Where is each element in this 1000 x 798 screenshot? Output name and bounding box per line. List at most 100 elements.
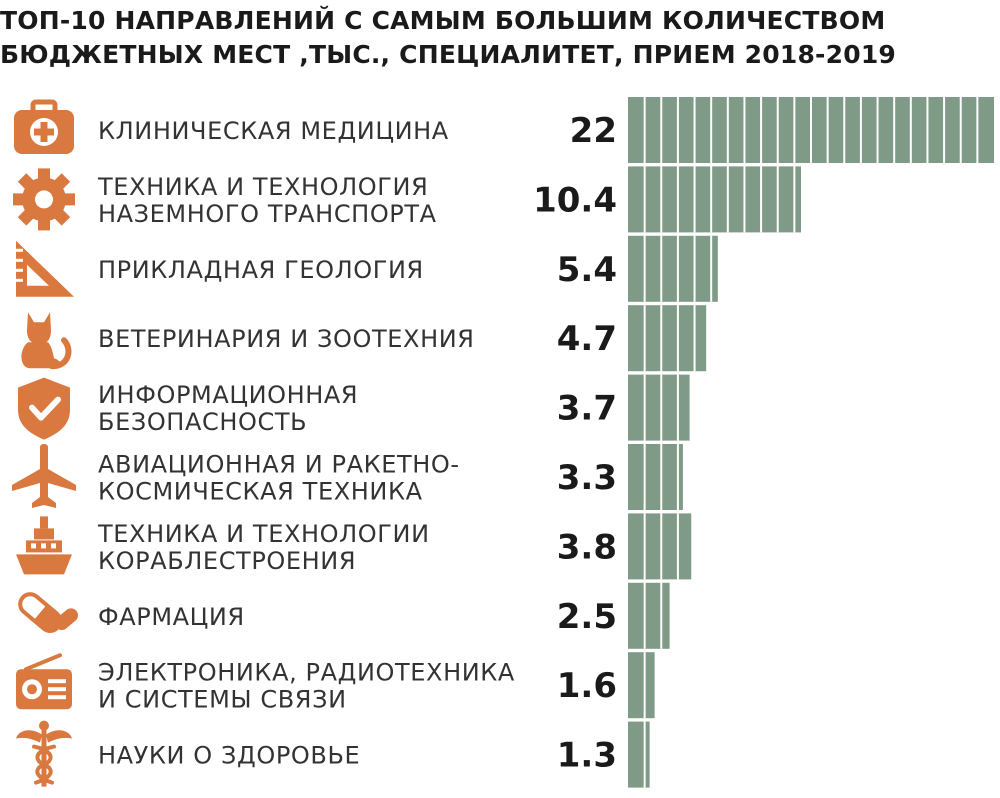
bar-4 bbox=[628, 305, 707, 372]
bar-segment bbox=[661, 582, 670, 649]
bar-10 bbox=[628, 721, 650, 788]
bar-segment bbox=[694, 97, 712, 163]
caduceus-icon bbox=[16, 720, 72, 787]
bar-segment bbox=[960, 97, 978, 163]
bar-segment bbox=[677, 166, 695, 233]
bar-segment bbox=[727, 97, 745, 163]
value-label-8: 2.5 bbox=[557, 597, 617, 637]
bar-segment bbox=[777, 97, 795, 163]
bar-segment bbox=[644, 721, 650, 788]
value-label-6: 3.3 bbox=[557, 458, 617, 498]
bar-segment bbox=[744, 97, 762, 163]
bar-2 bbox=[628, 166, 802, 233]
bar-segment bbox=[844, 97, 861, 163]
bar-8 bbox=[628, 582, 670, 649]
bar-segment bbox=[927, 97, 945, 163]
value-label-5: 3.7 bbox=[557, 389, 617, 429]
bar-3 bbox=[628, 235, 718, 302]
gear-icon bbox=[13, 168, 75, 231]
bar-segment bbox=[744, 166, 762, 233]
bar-segment bbox=[977, 97, 994, 163]
bar-segment bbox=[661, 97, 678, 163]
pill-icon bbox=[18, 592, 79, 633]
value-label-9: 1.6 bbox=[557, 666, 617, 706]
bar-segment bbox=[694, 305, 707, 372]
bar-segment bbox=[644, 97, 662, 163]
value-label-4: 4.7 bbox=[557, 319, 617, 359]
bar-segment bbox=[628, 513, 645, 580]
bar-segment bbox=[628, 235, 645, 302]
radio-icon bbox=[16, 653, 72, 710]
bar-segment bbox=[661, 444, 678, 510]
bar-segment bbox=[711, 235, 718, 302]
bar-segment bbox=[677, 97, 695, 163]
category-label-9: ЭЛЕКТРОНИКА, РАДИОТЕХНИКА И СИСТЕМЫ СВЯЗИ bbox=[98, 659, 515, 714]
value-label-1: 22 bbox=[570, 111, 617, 151]
category-label-6: АВИАЦИОННАЯ И РАКЕТНО-КОСМИЧЕСКАЯ ТЕХНИК… bbox=[98, 451, 460, 506]
bar-segment bbox=[661, 374, 678, 441]
bar-segment bbox=[677, 513, 692, 580]
cat-icon bbox=[21, 312, 72, 370]
bar-segment bbox=[628, 166, 645, 233]
chart-title: ТОП-10 НАПРАВЛЕНИЙ С САМЫМ БОЛЬШИМ КОЛИЧ… bbox=[0, 4, 1000, 72]
category-label-4: ВЕТЕРИНАРИЯ И ЗООТЕХНИЯ bbox=[98, 325, 475, 353]
value-label-2: 10.4 bbox=[533, 180, 617, 220]
bar-segment bbox=[777, 166, 795, 233]
bar-segment bbox=[628, 374, 645, 441]
bar-segment bbox=[644, 374, 662, 441]
chart-title-line-1: ТОП-10 НАПРАВЛЕНИЙ С САМЫМ БОЛЬШИМ КОЛИЧ… bbox=[0, 6, 886, 35]
bar-segment bbox=[794, 97, 811, 163]
bar-segment bbox=[910, 97, 928, 163]
airplane-icon bbox=[12, 444, 76, 508]
value-label-10: 1.3 bbox=[557, 736, 617, 776]
bar-segment bbox=[727, 166, 745, 233]
category-label-5: ИНФОРМАЦИОННАЯ БЕЗОПАСНОСТЬ bbox=[98, 381, 358, 436]
bar-segment bbox=[661, 513, 678, 580]
bar-segment bbox=[644, 305, 662, 372]
bar-segment bbox=[894, 97, 911, 163]
ship-icon bbox=[16, 516, 72, 575]
category-label-2: ТЕХНИКА И ТЕХНОЛОГИЯ НАЗЕМНОГО ТРАНСПОРТА bbox=[97, 173, 437, 228]
bar-segment bbox=[628, 444, 645, 510]
bar-9 bbox=[628, 652, 655, 719]
bar-segment bbox=[661, 235, 678, 302]
set-square-icon bbox=[16, 240, 74, 297]
bar-segment bbox=[677, 444, 683, 510]
bar-segment bbox=[761, 166, 778, 233]
bar-segment bbox=[644, 582, 662, 649]
bar-segment bbox=[677, 235, 695, 302]
bar-segment bbox=[628, 97, 645, 163]
bar-segment bbox=[628, 305, 645, 372]
bar-1 bbox=[628, 97, 994, 163]
bar-segment bbox=[644, 235, 662, 302]
chart-title-line-2: БЮДЖЕТНЫХ МЕСТ ,ТЫС., СПЕЦИАЛИТЕТ, ПРИЕМ… bbox=[0, 40, 897, 69]
bar-segment bbox=[944, 97, 961, 163]
bar-segment bbox=[661, 305, 678, 372]
value-label-7: 3.8 bbox=[557, 527, 617, 567]
bar-segment bbox=[761, 97, 778, 163]
bar-segment bbox=[694, 166, 712, 233]
category-label-3: ПРИКЛАДНАЯ ГЕОЛОГИЯ bbox=[98, 256, 424, 284]
bar-6 bbox=[628, 444, 683, 510]
bar-segment bbox=[644, 513, 662, 580]
value-label-3: 5.4 bbox=[557, 250, 617, 290]
bar-segment bbox=[711, 97, 728, 163]
bar-5 bbox=[628, 374, 690, 441]
bar-segment bbox=[677, 374, 690, 441]
bar-segment bbox=[644, 444, 662, 510]
bar-segment bbox=[794, 166, 802, 233]
bar-segment bbox=[860, 97, 878, 163]
bar-segment bbox=[877, 97, 895, 163]
bar-segment bbox=[661, 166, 678, 233]
bar-segment bbox=[628, 582, 645, 649]
bar-segment bbox=[644, 166, 662, 233]
bar-segment bbox=[628, 721, 645, 788]
shield-check-icon bbox=[18, 377, 70, 440]
bar-segment bbox=[628, 652, 645, 719]
category-label-1: КЛИНИЧЕСКАЯ МЕДИЦИНА bbox=[98, 117, 449, 145]
bar-segment bbox=[711, 166, 728, 233]
bar-segment bbox=[811, 97, 828, 163]
bar-segment bbox=[694, 235, 712, 302]
bar-7 bbox=[628, 513, 692, 580]
